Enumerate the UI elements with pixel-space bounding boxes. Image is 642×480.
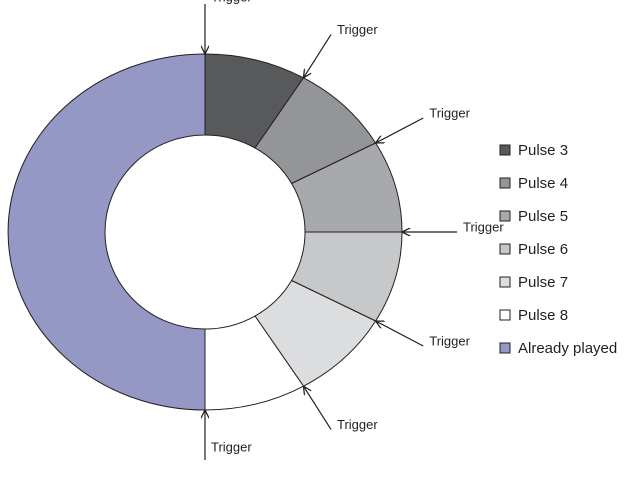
legend-label: Already played <box>518 340 617 357</box>
legend-swatch <box>499 144 511 156</box>
legend-swatch <box>499 177 511 189</box>
legend-swatch <box>499 243 511 255</box>
legend-label: Pulse 8 <box>518 307 568 324</box>
trigger-label: Trigger <box>337 22 378 37</box>
legend: Pulse 3 Pulse 4 Pulse 5 Pulse 6 Pulse 7 Pulse… <box>499 142 617 357</box>
legend-swatch <box>499 309 511 321</box>
trigger-arrow <box>376 117 424 143</box>
trigger-label: Trigger <box>429 333 470 348</box>
trigger-arrow <box>304 386 332 430</box>
legend-label: Pulse 4 <box>518 175 568 192</box>
legend-swatch <box>499 276 511 288</box>
legend-label: Pulse 5 <box>518 208 568 225</box>
legend-label: Pulse 7 <box>518 274 568 291</box>
legend-label: Pulse 3 <box>518 142 568 159</box>
trigger-label: Trigger <box>429 105 470 120</box>
trigger-label: Trigger <box>211 0 252 4</box>
legend-swatch <box>499 210 511 222</box>
trigger-arrow <box>304 34 332 78</box>
trigger-arrow <box>376 321 424 347</box>
legend-label: Pulse 6 <box>518 241 568 258</box>
trigger-label: Trigger <box>211 439 252 454</box>
donut-segment <box>7 53 206 411</box>
trigger-label: Trigger <box>337 417 378 432</box>
trigger-label: Trigger <box>463 219 504 234</box>
legend-swatch <box>499 342 511 354</box>
